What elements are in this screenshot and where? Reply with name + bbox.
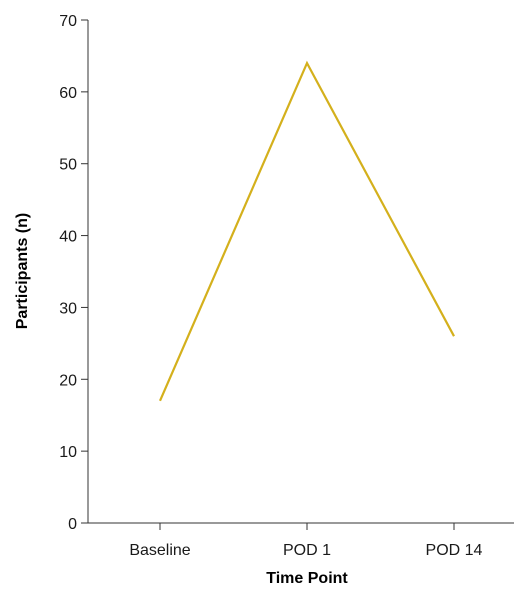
y-tick-label: 40 <box>59 229 77 246</box>
y-tick-label: 30 <box>59 300 77 317</box>
y-tick-label: 70 <box>59 13 77 30</box>
x-tick-label: Baseline <box>129 542 190 559</box>
y-tick-label: 60 <box>59 85 77 102</box>
series-layer <box>158 60 455 402</box>
y-tick-label: 0 <box>68 516 77 533</box>
x-axis-title: Time Point <box>266 570 348 587</box>
y-axis-ticks: 0 10 20 30 40 50 60 70 <box>59 13 88 533</box>
y-tick-label: 50 <box>59 157 77 174</box>
series-line <box>158 60 455 402</box>
y-tick-label: 20 <box>59 372 77 389</box>
x-tick-label: POD 14 <box>426 542 483 559</box>
y-tick-label: 10 <box>59 444 77 461</box>
x-axis-ticks: Baseline POD 1 POD 14 <box>129 523 483 559</box>
x-tick-label: POD 1 <box>283 542 331 559</box>
y-axis-title: Participants (n) <box>14 213 31 329</box>
